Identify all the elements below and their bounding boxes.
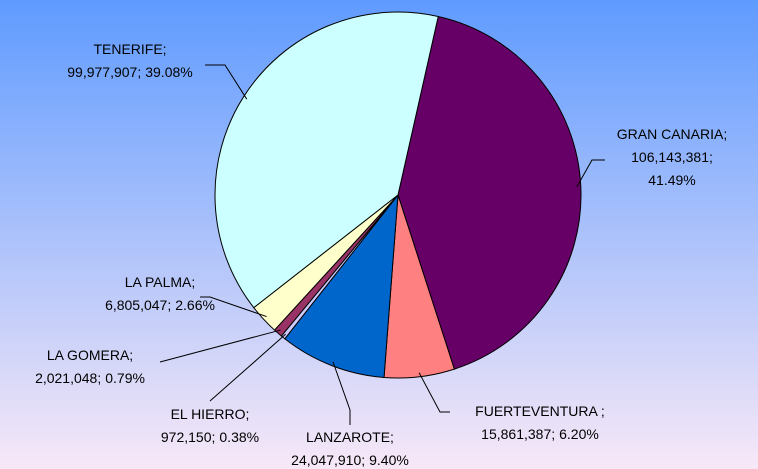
data-label: EL HIERRO; <box>171 406 250 422</box>
leader-line <box>205 64 248 100</box>
value-label: 6,805,047; <box>105 297 171 313</box>
data-label: GRAN CANARIA; <box>617 126 727 142</box>
leader-line <box>209 333 286 402</box>
leader-line <box>159 329 281 363</box>
value-label: 99,977,907; <box>67 64 141 80</box>
value-label: 24,047,910; <box>291 452 365 468</box>
category-label: LANZAROTE; <box>306 429 394 445</box>
pie-slice <box>284 193 399 379</box>
data-label: 106,143,381; <box>631 149 713 165</box>
data-label: 6,805,047; 2.66% <box>105 297 215 313</box>
leader-line <box>418 372 450 413</box>
category-label: TENERIFE; <box>93 41 166 57</box>
pie-slice <box>214 11 439 309</box>
percent-label: 0.79% <box>105 370 145 386</box>
category-label: GRAN CANARIA; <box>617 126 727 142</box>
value-label: 2,021,048; <box>35 370 101 386</box>
data-label: 24,047,910; 9.40% <box>291 452 409 468</box>
value-label: 972,150; <box>161 429 216 445</box>
pie-slice <box>397 15 582 370</box>
value-label: 106,143,381; <box>631 149 713 165</box>
category-label: FUERTEVENTURA ; <box>475 403 605 419</box>
percent-label: 39.08% <box>145 64 192 80</box>
leader-line <box>332 361 351 425</box>
category-label: LA PALMA; <box>125 274 196 290</box>
data-label: FUERTEVENTURA ; <box>475 403 605 419</box>
percent-label: 2.66% <box>175 297 215 313</box>
percent-label: 6.20% <box>559 426 599 442</box>
data-label: 15,861,387; 6.20% <box>481 426 599 442</box>
data-label: 99,977,907; 39.08% <box>67 64 192 80</box>
category-label: LA GOMERA; <box>47 347 133 363</box>
data-label: 972,150; 0.38% <box>161 429 259 445</box>
percent-label: 41.49% <box>648 172 695 188</box>
value-label: 15,861,387; <box>481 426 555 442</box>
data-label: LANZAROTE; <box>306 429 394 445</box>
data-label: 2,021,048; 0.79% <box>35 370 145 386</box>
percent-label: 0.38% <box>219 429 259 445</box>
leader-line <box>576 159 605 188</box>
data-label: TENERIFE; <box>93 41 166 57</box>
percent-label: 9.40% <box>369 452 409 468</box>
leader-line <box>200 296 267 318</box>
data-label: LA GOMERA; <box>47 347 133 363</box>
data-label: 41.49% <box>648 172 695 188</box>
data-label: LA PALMA; <box>125 274 196 290</box>
category-label: EL HIERRO; <box>171 406 250 422</box>
